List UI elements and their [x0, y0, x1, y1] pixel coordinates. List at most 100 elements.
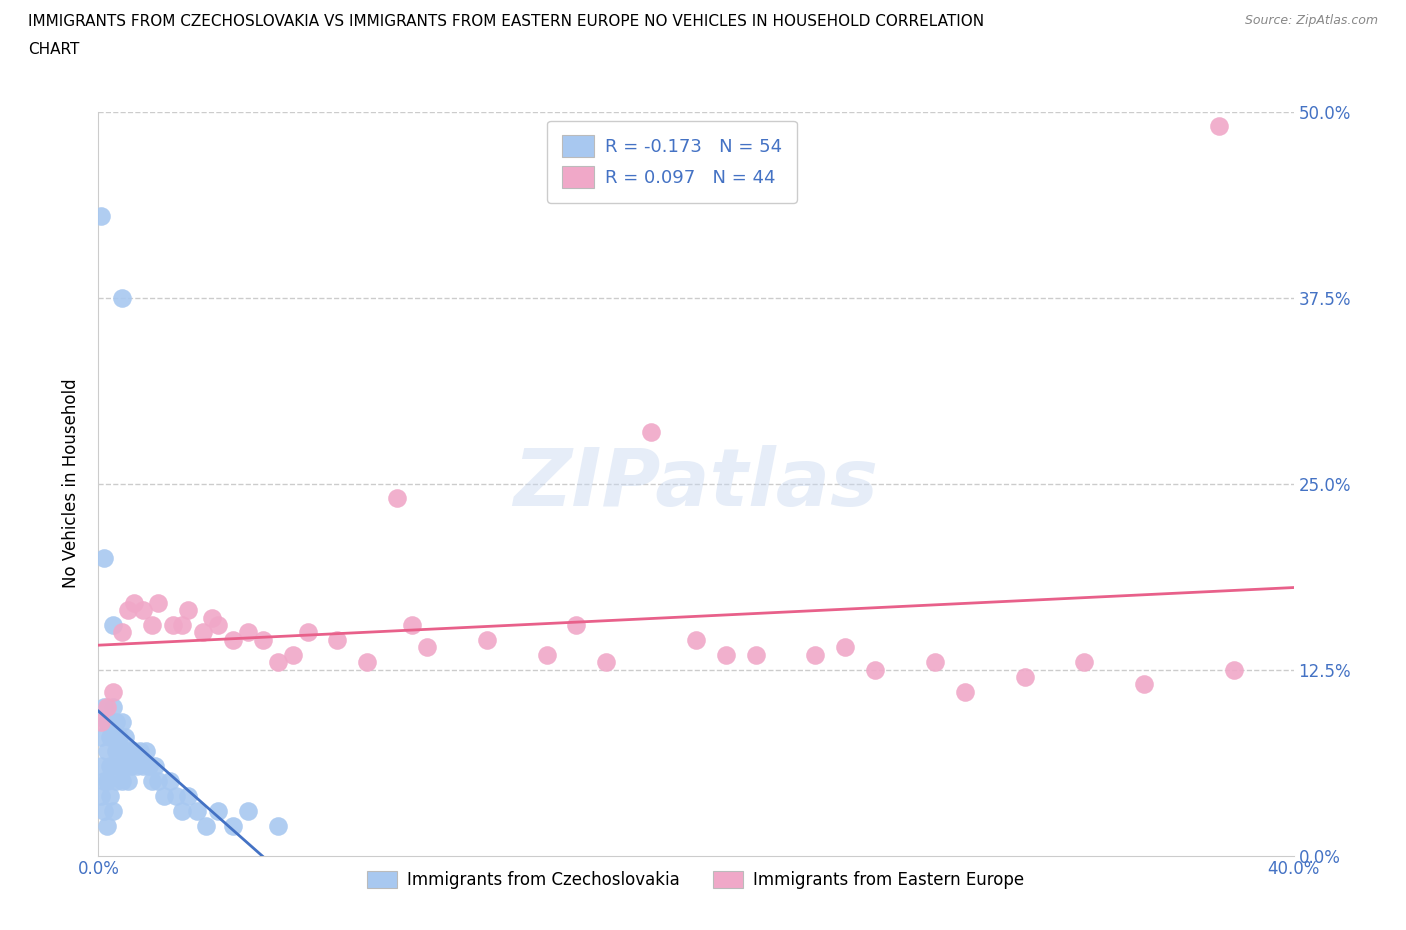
- Point: [111, 774, 134, 789]
- Point: [96, 714, 118, 729]
- Point: [103, 804, 125, 818]
- Point: [834, 640, 856, 655]
- Point: [865, 662, 887, 677]
- Point: [172, 618, 194, 632]
- Point: [201, 610, 224, 625]
- Point: [111, 625, 134, 640]
- Point: [924, 655, 946, 670]
- Point: [135, 744, 157, 759]
- Point: [111, 714, 134, 729]
- Point: [132, 759, 155, 774]
- Point: [1208, 119, 1230, 134]
- Point: [475, 632, 498, 647]
- Point: [114, 759, 136, 774]
- Point: [356, 655, 378, 670]
- Point: [96, 818, 118, 833]
- Point: [297, 625, 319, 640]
- Text: CHART: CHART: [28, 42, 80, 57]
- Point: [401, 618, 423, 632]
- Point: [96, 744, 118, 759]
- Point: [191, 625, 214, 640]
- Point: [117, 744, 139, 759]
- Point: [385, 491, 409, 506]
- Point: [236, 625, 259, 640]
- Point: [93, 804, 115, 818]
- Point: [745, 647, 768, 662]
- Point: [111, 290, 134, 305]
- Point: [165, 789, 187, 804]
- Point: [96, 774, 118, 789]
- Point: [148, 774, 170, 789]
- Point: [114, 729, 136, 744]
- Point: [108, 759, 131, 774]
- Legend: Immigrants from Czechoslovakia, Immigrants from Eastern Europe: Immigrants from Czechoslovakia, Immigran…: [361, 864, 1031, 896]
- Text: Source: ZipAtlas.com: Source: ZipAtlas.com: [1244, 14, 1378, 27]
- Point: [90, 759, 112, 774]
- Point: [416, 640, 439, 655]
- Point: [132, 603, 155, 618]
- Point: [138, 759, 160, 774]
- Point: [93, 551, 115, 565]
- Point: [120, 759, 142, 774]
- Point: [103, 699, 125, 714]
- Point: [326, 632, 349, 647]
- Point: [640, 424, 662, 439]
- Point: [685, 632, 707, 647]
- Point: [117, 774, 139, 789]
- Point: [177, 603, 200, 618]
- Text: ZIPatlas: ZIPatlas: [513, 445, 879, 523]
- Point: [714, 647, 737, 662]
- Point: [1133, 677, 1156, 692]
- Point: [1073, 655, 1095, 670]
- Point: [536, 647, 558, 662]
- Point: [143, 759, 166, 774]
- Point: [105, 744, 128, 759]
- Point: [117, 603, 139, 618]
- Point: [108, 729, 131, 744]
- Point: [252, 632, 274, 647]
- Point: [222, 818, 245, 833]
- Point: [96, 699, 118, 714]
- Point: [153, 789, 176, 804]
- Point: [162, 618, 184, 632]
- Point: [90, 714, 112, 729]
- Point: [267, 818, 290, 833]
- Point: [1223, 662, 1246, 677]
- Point: [103, 684, 125, 699]
- Point: [207, 804, 229, 818]
- Point: [129, 744, 152, 759]
- Point: [207, 618, 229, 632]
- Point: [222, 632, 245, 647]
- Point: [124, 595, 146, 610]
- Point: [103, 729, 125, 744]
- Point: [595, 655, 617, 670]
- Point: [195, 818, 218, 833]
- Point: [98, 729, 122, 744]
- Point: [103, 618, 125, 632]
- Point: [267, 655, 290, 670]
- Point: [93, 774, 115, 789]
- Point: [93, 699, 115, 714]
- Point: [90, 729, 112, 744]
- Point: [98, 759, 122, 774]
- Text: IMMIGRANTS FROM CZECHOSLOVAKIA VS IMMIGRANTS FROM EASTERN EUROPE NO VEHICLES IN : IMMIGRANTS FROM CZECHOSLOVAKIA VS IMMIGR…: [28, 14, 984, 29]
- Point: [105, 714, 128, 729]
- Point: [90, 789, 112, 804]
- Y-axis label: No Vehicles in Household: No Vehicles in Household: [62, 379, 80, 589]
- Point: [172, 804, 194, 818]
- Point: [141, 618, 163, 632]
- Point: [98, 789, 122, 804]
- Point: [148, 595, 170, 610]
- Point: [953, 684, 976, 699]
- Point: [281, 647, 304, 662]
- Point: [90, 208, 112, 223]
- Point: [141, 774, 163, 789]
- Point: [804, 647, 827, 662]
- Point: [111, 744, 134, 759]
- Point: [103, 759, 125, 774]
- Point: [127, 759, 149, 774]
- Point: [105, 774, 128, 789]
- Point: [124, 744, 146, 759]
- Point: [177, 789, 200, 804]
- Point: [159, 774, 181, 789]
